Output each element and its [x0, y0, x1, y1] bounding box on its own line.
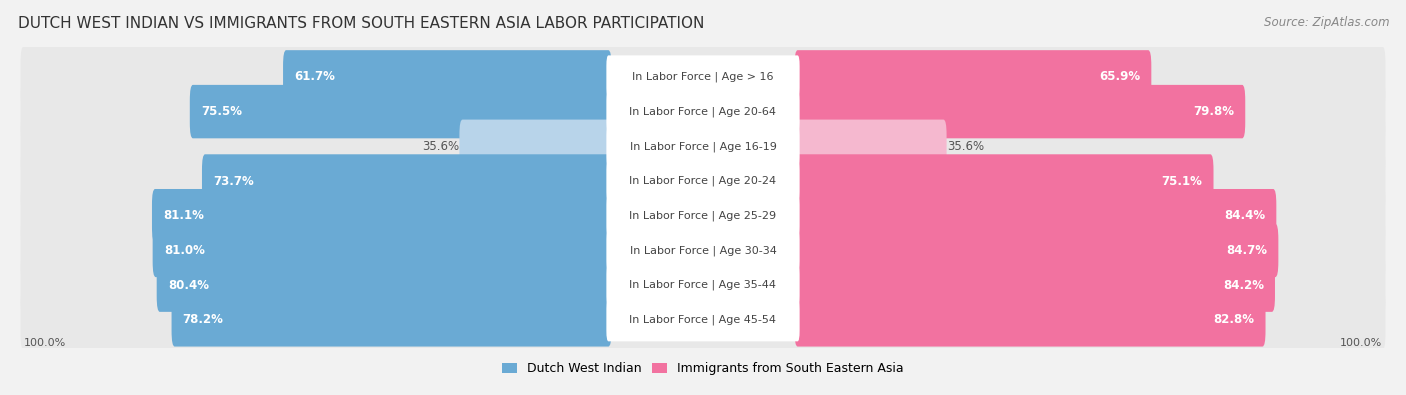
Text: 35.6%: 35.6% [422, 140, 460, 153]
Text: 81.0%: 81.0% [163, 244, 205, 257]
FancyBboxPatch shape [794, 120, 946, 173]
FancyBboxPatch shape [794, 293, 1265, 346]
FancyBboxPatch shape [794, 258, 1275, 312]
FancyBboxPatch shape [283, 50, 612, 103]
Legend: Dutch West Indian, Immigrants from South Eastern Asia: Dutch West Indian, Immigrants from South… [498, 357, 908, 380]
FancyBboxPatch shape [153, 224, 612, 277]
FancyBboxPatch shape [152, 189, 612, 243]
FancyBboxPatch shape [606, 55, 800, 98]
Text: 80.4%: 80.4% [167, 278, 209, 292]
FancyBboxPatch shape [172, 293, 612, 346]
FancyBboxPatch shape [794, 85, 1246, 138]
Text: In Labor Force | Age 20-24: In Labor Force | Age 20-24 [630, 176, 776, 186]
Text: 78.2%: 78.2% [183, 313, 224, 326]
FancyBboxPatch shape [21, 81, 1385, 143]
Text: In Labor Force | Age 30-34: In Labor Force | Age 30-34 [630, 245, 776, 256]
FancyBboxPatch shape [21, 254, 1385, 316]
FancyBboxPatch shape [606, 229, 800, 272]
FancyBboxPatch shape [606, 125, 800, 168]
FancyBboxPatch shape [606, 160, 800, 203]
Text: 82.8%: 82.8% [1213, 313, 1254, 326]
FancyBboxPatch shape [606, 298, 800, 341]
FancyBboxPatch shape [794, 154, 1213, 208]
FancyBboxPatch shape [794, 224, 1278, 277]
FancyBboxPatch shape [21, 289, 1385, 351]
FancyBboxPatch shape [21, 185, 1385, 246]
Text: 81.1%: 81.1% [163, 209, 204, 222]
FancyBboxPatch shape [794, 50, 1152, 103]
FancyBboxPatch shape [606, 90, 800, 133]
FancyBboxPatch shape [156, 258, 612, 312]
Text: 100.0%: 100.0% [24, 339, 66, 348]
Text: In Labor Force | Age 16-19: In Labor Force | Age 16-19 [630, 141, 776, 152]
Text: 84.4%: 84.4% [1225, 209, 1265, 222]
Text: In Labor Force | Age 20-64: In Labor Force | Age 20-64 [630, 106, 776, 117]
Text: 75.1%: 75.1% [1161, 175, 1202, 188]
Text: In Labor Force | Age 35-44: In Labor Force | Age 35-44 [630, 280, 776, 290]
FancyBboxPatch shape [606, 263, 800, 307]
FancyBboxPatch shape [190, 85, 612, 138]
FancyBboxPatch shape [606, 194, 800, 237]
Text: 84.7%: 84.7% [1226, 244, 1267, 257]
Text: 79.8%: 79.8% [1194, 105, 1234, 118]
FancyBboxPatch shape [460, 120, 612, 173]
Text: In Labor Force | Age 25-29: In Labor Force | Age 25-29 [630, 211, 776, 221]
Text: 73.7%: 73.7% [214, 175, 254, 188]
Text: Source: ZipAtlas.com: Source: ZipAtlas.com [1264, 16, 1389, 29]
FancyBboxPatch shape [202, 154, 612, 208]
Text: 100.0%: 100.0% [1340, 339, 1382, 348]
Text: 75.5%: 75.5% [201, 105, 242, 118]
FancyBboxPatch shape [21, 150, 1385, 212]
FancyBboxPatch shape [21, 46, 1385, 108]
Text: 35.6%: 35.6% [946, 140, 984, 153]
Text: 65.9%: 65.9% [1099, 70, 1140, 83]
Text: 84.2%: 84.2% [1223, 278, 1264, 292]
Text: 61.7%: 61.7% [294, 70, 335, 83]
Text: DUTCH WEST INDIAN VS IMMIGRANTS FROM SOUTH EASTERN ASIA LABOR PARTICIPATION: DUTCH WEST INDIAN VS IMMIGRANTS FROM SOU… [18, 16, 704, 31]
FancyBboxPatch shape [21, 220, 1385, 281]
Text: In Labor Force | Age 45-54: In Labor Force | Age 45-54 [630, 314, 776, 325]
FancyBboxPatch shape [21, 115, 1385, 177]
FancyBboxPatch shape [794, 189, 1277, 243]
Text: In Labor Force | Age > 16: In Labor Force | Age > 16 [633, 71, 773, 82]
